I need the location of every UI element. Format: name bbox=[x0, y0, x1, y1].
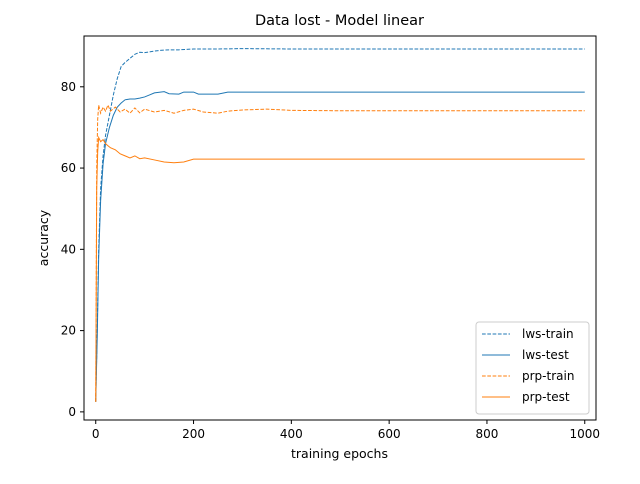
plot-frame bbox=[83, 35, 597, 421]
x-axis-ticks: 0 200 400 600 800 1000 bbox=[92, 420, 600, 441]
x-tick-label: 0 bbox=[92, 427, 100, 441]
series-line-prp-test bbox=[95, 135, 585, 402]
x-tick-label: 800 bbox=[475, 427, 498, 441]
x-tick-label: 400 bbox=[280, 427, 303, 441]
y-tick-label: 60 bbox=[61, 161, 76, 175]
y-tick-label: 20 bbox=[61, 324, 76, 338]
x-tick-label: 200 bbox=[182, 427, 205, 441]
legend-label-lws-train: lws-train bbox=[522, 327, 574, 341]
series-line-prp-train bbox=[95, 103, 585, 402]
legend-label-prp-train: prp-train bbox=[522, 369, 574, 383]
series-lines bbox=[95, 48, 585, 402]
series-line-lws-train bbox=[95, 48, 585, 402]
series-line-lws-test bbox=[95, 91, 585, 402]
legend-label-prp-test: prp-test bbox=[522, 390, 570, 404]
legend: lws-train lws-test prp-train prp-test bbox=[475, 321, 590, 415]
y-tick-label: 40 bbox=[61, 242, 76, 256]
legend-label-lws-test: lws-test bbox=[522, 348, 569, 362]
y-tick-label: 80 bbox=[61, 80, 76, 94]
y-axis-label: accuracy bbox=[36, 209, 51, 266]
legend-box bbox=[475, 321, 590, 415]
y-axis-ticks: 0 20 40 60 80 bbox=[61, 80, 84, 419]
x-tick-label: 600 bbox=[378, 427, 401, 441]
x-tick-label: 1000 bbox=[569, 427, 600, 441]
y-tick-label: 0 bbox=[68, 405, 76, 419]
x-axis-label: training epochs bbox=[291, 446, 388, 461]
chart-title: Data lost - Model linear bbox=[255, 13, 424, 29]
